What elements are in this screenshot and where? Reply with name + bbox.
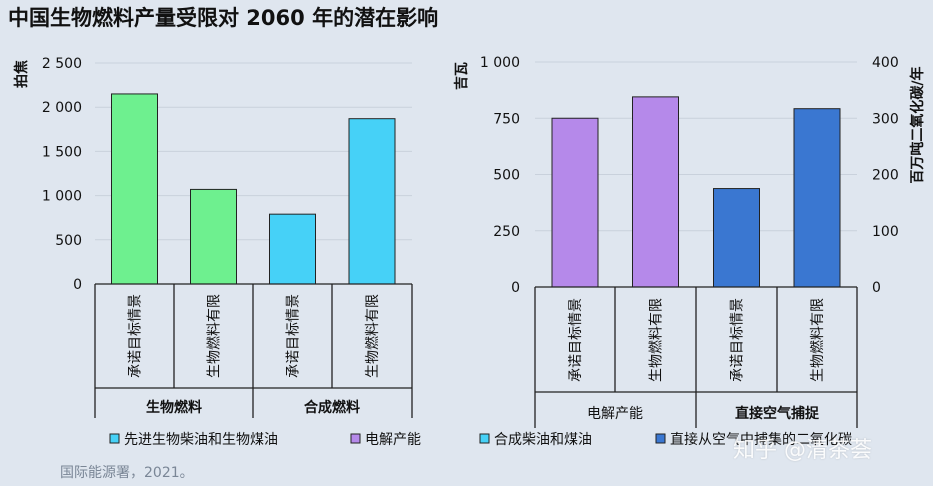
y-axis-label: 吉瓦: [453, 62, 470, 90]
category-label: 生物燃料有限: [809, 298, 826, 382]
category-label: 生物燃料有限: [364, 294, 381, 378]
legend-label: 先进生物柴油和生物煤油: [124, 432, 278, 448]
category-label: 承诺目标情景: [286, 294, 302, 378]
y-tick-label: 2 500: [42, 56, 82, 72]
category-label: 承诺目标情景: [730, 298, 746, 382]
bar: [713, 188, 760, 288]
legend-swatch: [479, 433, 490, 444]
bar: [269, 213, 316, 285]
bar: [348, 118, 396, 285]
y-axis-label-right: 百万吨二氧化碳/年: [909, 66, 926, 183]
bar: [632, 96, 679, 288]
y-tick-label: 250: [493, 224, 520, 240]
bar: [111, 93, 158, 285]
legend-swatch: [350, 433, 361, 444]
bar: [793, 108, 841, 288]
y-axis-label: 拍焦: [13, 60, 30, 88]
y-tick-label: 1 500: [42, 144, 82, 160]
category-label: 生物燃料有限: [648, 298, 665, 382]
legend-label: 合成柴油和煤油: [494, 432, 592, 448]
y-tick-label: 500: [493, 168, 520, 184]
y-tick-label: 500: [55, 233, 82, 249]
legend-label: 直接从空气中捕集的二氧化碳: [670, 431, 852, 448]
group-label: 电解产能: [587, 406, 643, 422]
group-label: 直接空气捕捉: [735, 405, 820, 422]
watermark: 知乎 @清茶荟: [733, 438, 872, 463]
bar: [551, 117, 599, 288]
source-note: 国际能源署，2021。: [60, 465, 194, 481]
bar: [190, 188, 237, 285]
category-label: 承诺目标情景: [568, 298, 584, 382]
category-label: 承诺目标情景: [128, 294, 144, 378]
y-right-tick-label: 200: [872, 168, 899, 184]
y-tick-label: 0: [511, 280, 520, 296]
y-tick-label: 0: [73, 277, 82, 293]
legend-swatch: [655, 433, 666, 444]
group-label: 合成燃料: [304, 399, 360, 416]
page-title: 中国生物燃料产量受限对 2060 年的潜在影响: [8, 6, 439, 30]
y-tick-label: 750: [493, 111, 520, 127]
y-tick-label: 2 000: [42, 100, 82, 116]
y-right-tick-label: 0: [872, 280, 881, 296]
legend-swatch: [109, 433, 120, 444]
category-label: 生物燃料有限: [206, 294, 223, 378]
legend-label: 电解产能: [365, 432, 421, 448]
y-tick-label: 1 000: [480, 55, 520, 71]
y-tick-label: 1 000: [42, 189, 82, 205]
y-right-tick-label: 300: [872, 111, 899, 127]
y-right-tick-label: 100: [872, 224, 899, 240]
y-right-tick-label: 400: [872, 55, 899, 71]
group-label: 生物燃料: [146, 399, 202, 416]
